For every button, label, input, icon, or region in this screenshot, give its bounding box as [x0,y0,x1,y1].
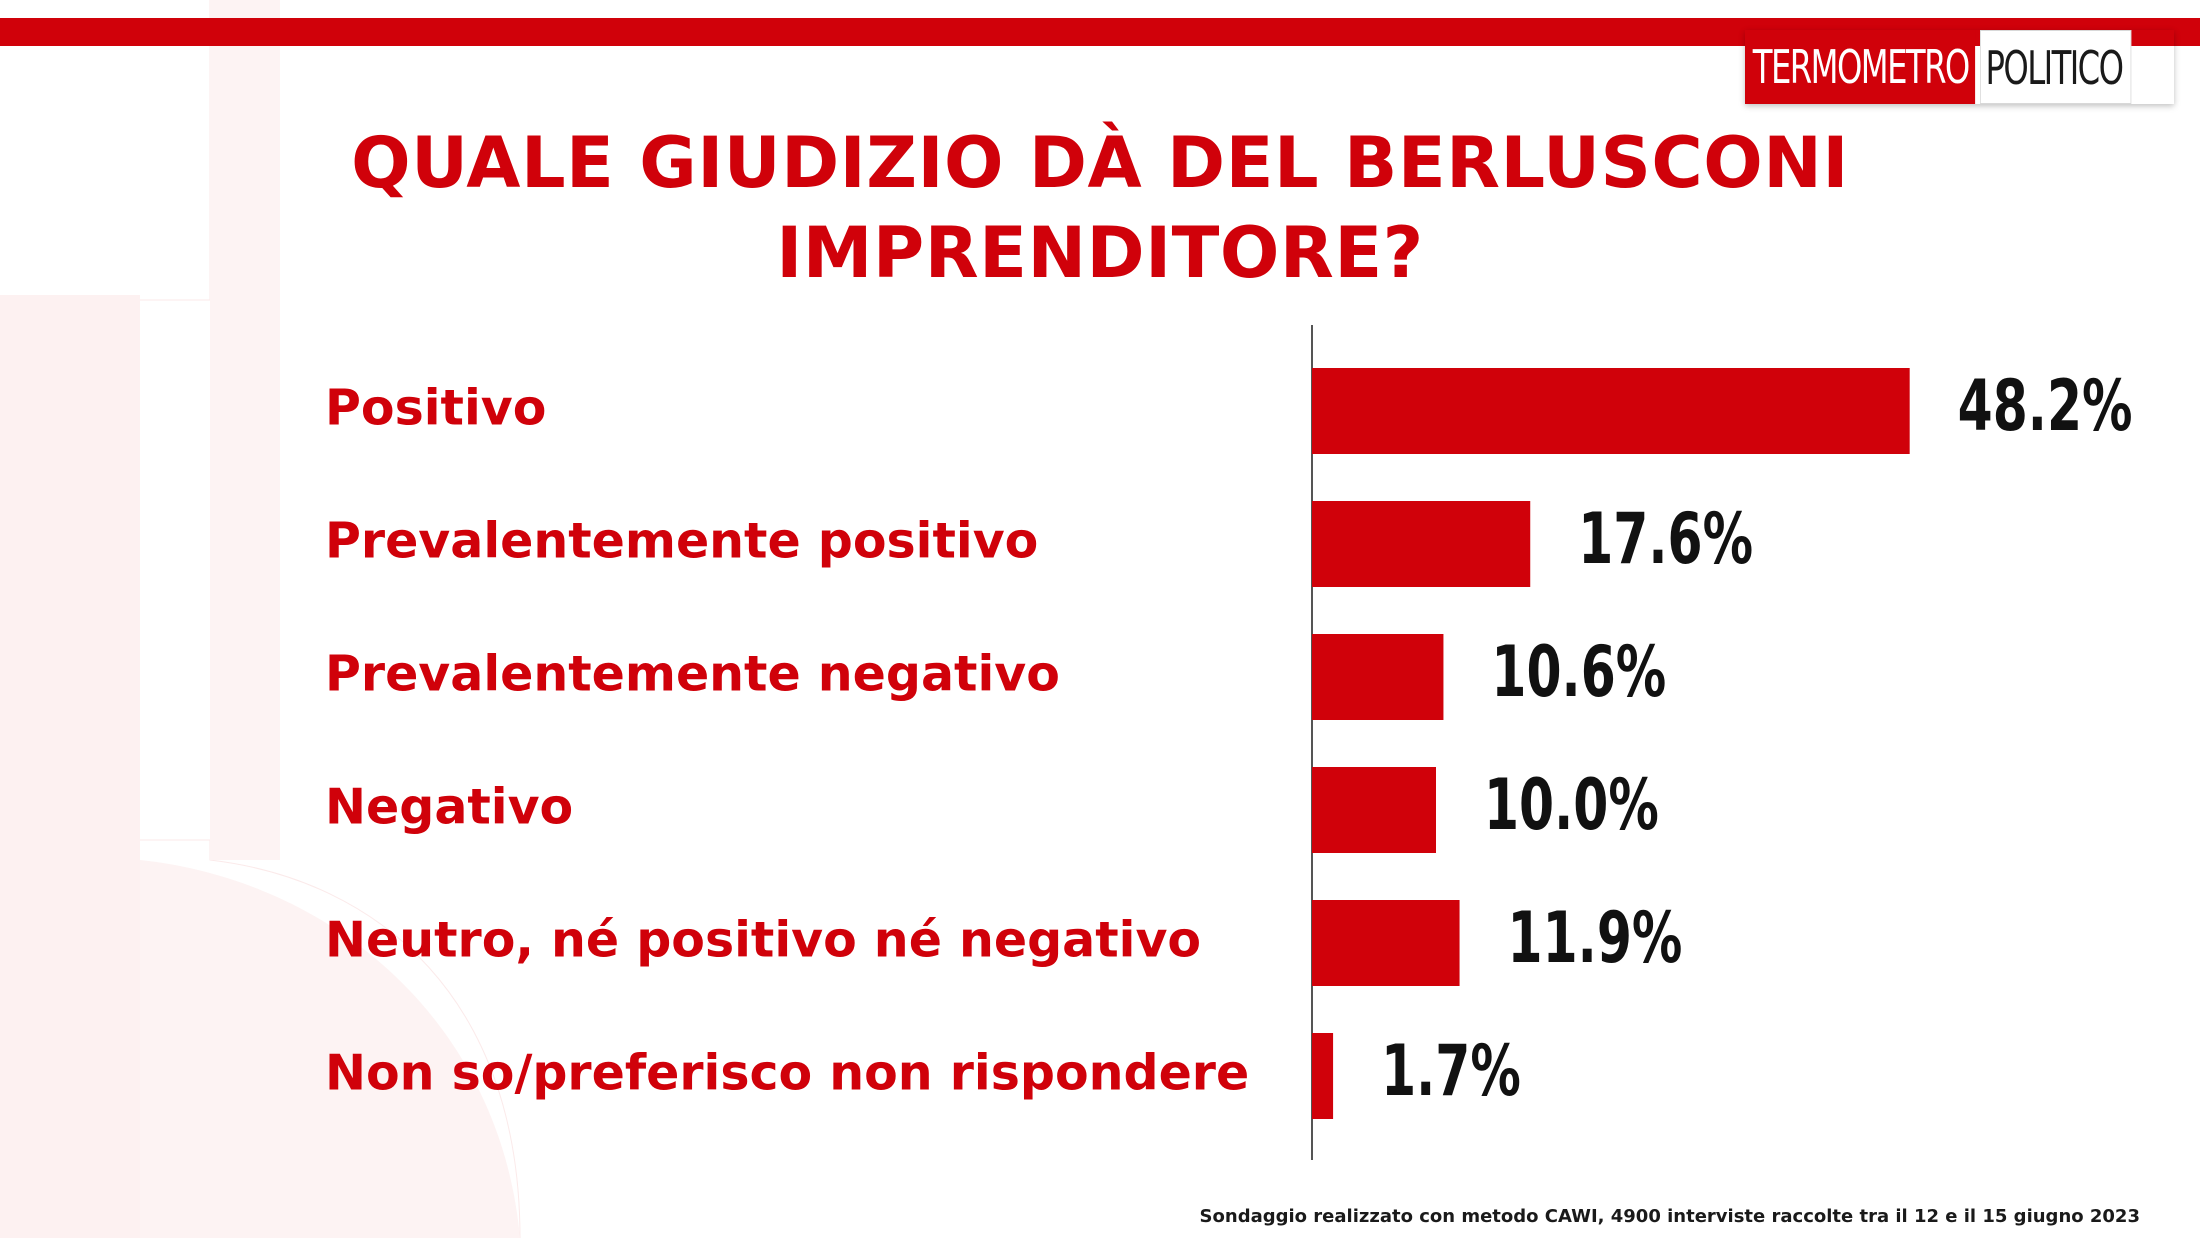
chart-title-line-2: IMPRENDITORE? [776,212,1424,294]
category-label: Neutro, né positivo né negativo [325,912,1201,969]
termometro-politico-logo: TERMOMETRO POLITICO [1745,30,2174,104]
chart-title: QUALE GIUDIZIO DÀ DEL BERLUSCONI IMPREND… [200,118,2000,298]
bar [1312,368,1910,454]
value-label: 17.6% [1578,499,1753,581]
value-label: 1.7% [1381,1031,1521,1113]
category-label: Negativo [325,779,573,836]
bar [1312,501,1531,587]
category-label: Non so/preferisco non rispondere [325,1045,1249,1102]
bar [1312,900,1460,986]
chart-title-line-1: QUALE GIUDIZIO DÀ DEL BERLUSCONI [351,122,1849,204]
category-label: Prevalentemente positivo [325,513,1038,570]
value-label: 48.2% [1958,366,2133,448]
value-label: 10.0% [1484,765,1659,847]
survey-footnote: Sondaggio realizzato con metodo CAWI, 49… [1199,1206,2140,1227]
value-label: 10.6% [1491,632,1666,714]
logo-part-red: TERMOMETRO [1745,30,1976,104]
logo-part-white: POLITICO [1979,30,2131,104]
value-label: 11.9% [1508,898,1683,980]
category-label: Prevalentemente negativo [325,646,1060,703]
category-label: Positivo [325,380,546,437]
bar [1312,634,1444,720]
bar [1312,1033,1334,1119]
bar [1312,767,1436,853]
